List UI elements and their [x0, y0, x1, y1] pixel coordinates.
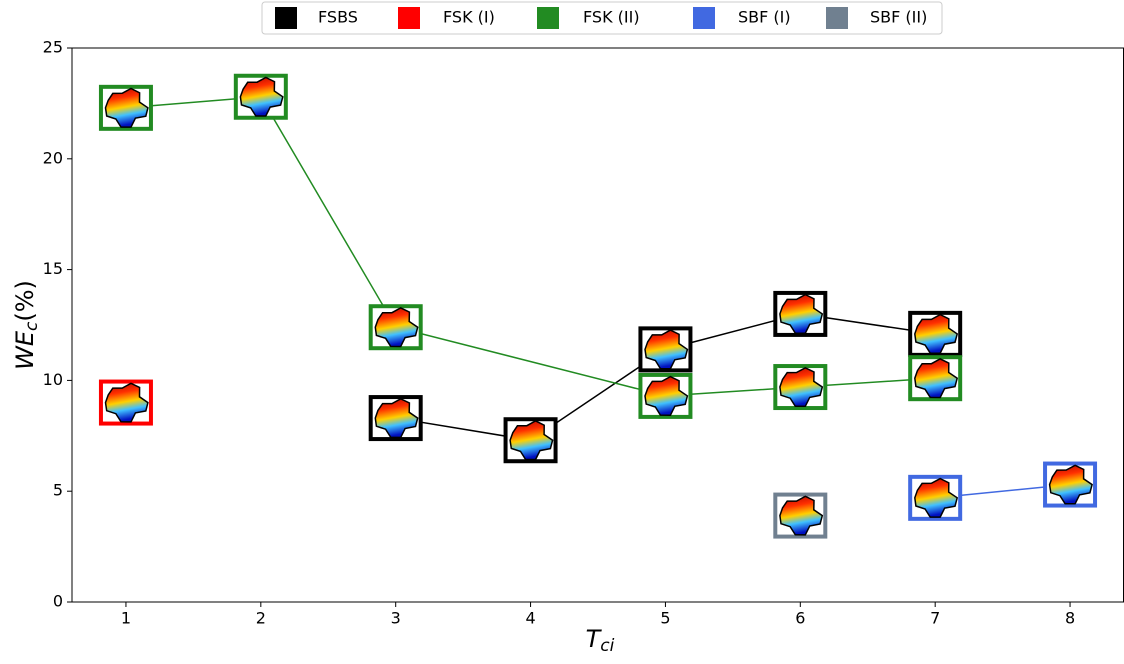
legend-swatch	[693, 7, 715, 29]
legend-box	[261, 1, 943, 35]
y-tick-label: 0	[53, 592, 63, 611]
legend-swatch	[537, 7, 559, 29]
x-tick-label: 7	[930, 609, 940, 628]
x-tick-label: 1	[121, 609, 131, 628]
x-tick-label: 4	[525, 609, 535, 628]
heatmap-thumbnail	[644, 375, 689, 416]
heatmap-thumbnail	[374, 397, 419, 439]
x-tick-label: 6	[795, 609, 805, 628]
x-tick-label: 2	[256, 609, 266, 628]
y-tick-label: 15	[43, 259, 63, 278]
heatmap-thumbnail	[779, 495, 824, 536]
legend-label: SBF (II)	[870, 8, 927, 27]
x-tick-label: 8	[1065, 609, 1075, 628]
heatmap-thumbnail	[509, 420, 554, 461]
heatmap-thumbnail	[374, 307, 419, 348]
legend-label: FSK (II)	[583, 8, 640, 27]
legend-label: SBF (I)	[738, 8, 791, 27]
x-tick-label: 3	[391, 609, 401, 628]
heatmap-thumbnail	[779, 366, 824, 408]
legend-swatch	[398, 7, 420, 29]
heatmap-thumbnail	[914, 358, 959, 399]
y-tick-label: 10	[43, 370, 63, 389]
x-tick-label: 5	[660, 609, 670, 628]
heatmap-thumbnail	[239, 76, 284, 117]
heatmap-thumbnail	[914, 313, 959, 354]
heatmap-thumbnail	[104, 382, 149, 423]
series-line	[125, 95, 936, 397]
y-tick-label: 20	[43, 148, 63, 167]
x-axis-label: Tci	[586, 625, 615, 656]
heatmap-thumbnail	[914, 477, 959, 518]
y-axis-label: WEc(%)	[11, 280, 42, 370]
legend-swatch	[826, 7, 848, 29]
legend-label: FSBS	[318, 8, 358, 27]
y-tick-label: 5	[53, 481, 63, 500]
heatmap-thumbnail	[1048, 464, 1093, 505]
heatmap-thumbnail	[104, 87, 149, 128]
y-tick-label: 25	[43, 38, 63, 57]
heatmap-thumbnail	[779, 293, 824, 334]
legend-swatch	[275, 7, 297, 29]
heatmap-thumbnail	[644, 329, 689, 370]
legend-label: FSK (I)	[443, 8, 495, 27]
